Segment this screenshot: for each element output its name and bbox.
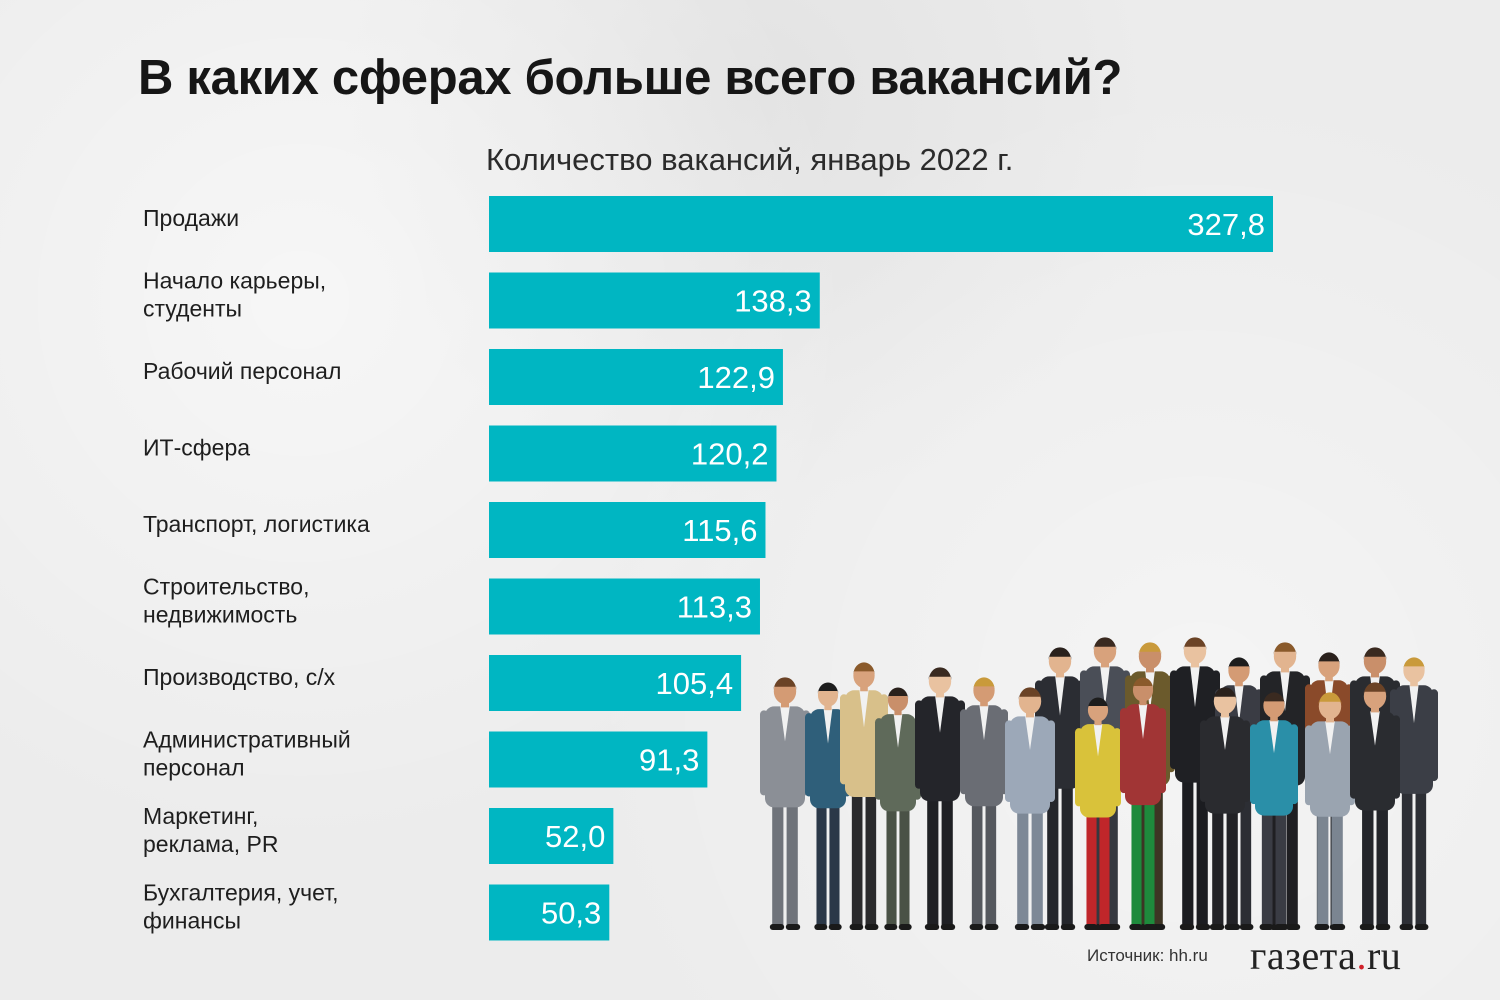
person-figure: [1120, 677, 1166, 930]
bar: [489, 655, 742, 711]
category-label-line: реклама, PR: [143, 831, 278, 857]
person-figure: [1200, 687, 1250, 930]
category-label: Продажи: [143, 205, 239, 231]
bar-group: 50,3 Бухгалтерия, учет, финансы: [143, 880, 610, 941]
category-label-line: Бухгалтерия, учет,: [143, 880, 339, 906]
category-label: ИТ-сфера: [143, 435, 250, 461]
person-figure: [1350, 682, 1400, 930]
bar-value-label: 52,0: [545, 819, 605, 854]
category-label: Административный персонал: [143, 727, 351, 781]
bar-value-label: 91,3: [639, 743, 699, 778]
bar-group: 91,3 Административный персонал: [143, 727, 708, 788]
category-label-line: ИТ-сфера: [143, 435, 250, 461]
bar: [489, 196, 1273, 252]
category-label-line: Транспорт, логистика: [143, 511, 370, 537]
logo-name: газета: [1250, 933, 1357, 978]
logo-suffix: ru: [1366, 933, 1402, 978]
bar-group: 115,6 Транспорт, логистика: [143, 502, 766, 558]
category-label-line: Продажи: [143, 205, 239, 231]
bar-value-label: 327,8: [1187, 207, 1265, 242]
chart-subtitle: Количество вакансий, январь 2022 г.: [486, 142, 1014, 177]
person-figure: [840, 662, 888, 930]
person-figure: [1250, 692, 1298, 930]
category-label-line: недвижимость: [143, 602, 297, 628]
category-label-line: финансы: [143, 908, 241, 934]
category-label: Транспорт, логистика: [143, 511, 370, 537]
bar-value-label: 138,3: [734, 284, 812, 319]
bar-value-label: 122,9: [697, 360, 775, 395]
person-figure: [915, 667, 965, 930]
category-label: Бухгалтерия, учет, финансы: [143, 880, 339, 934]
bar-group: 105,4 Производство, с/х: [143, 655, 742, 711]
category-label-line: Производство, с/х: [143, 664, 336, 690]
source-note: Источник: hh.ru: [1087, 946, 1208, 965]
bar-value-label: 120,2: [691, 437, 769, 472]
bar: [489, 884, 610, 941]
bar-group: 138,3 Начало карьеры, студенты: [143, 268, 820, 329]
person-figure: [960, 677, 1008, 930]
bar: [489, 808, 614, 864]
bar: [489, 731, 708, 788]
person-figure: [1075, 697, 1121, 930]
bar: [489, 272, 820, 329]
bar-group: 120,2 ИТ-сфера: [143, 425, 777, 482]
person-figure: [1305, 692, 1355, 930]
person-figure: [760, 677, 810, 930]
bar: [489, 425, 777, 482]
category-label: Рабочий персонал: [143, 358, 341, 384]
category-label-line: студенты: [143, 296, 242, 322]
bar-value-label: 50,3: [541, 896, 601, 931]
category-label-line: Рабочий персонал: [143, 358, 341, 384]
category-label: Производство, с/х: [143, 664, 336, 690]
bar-group: 122,9 Рабочий персонал: [143, 349, 783, 405]
bar: [489, 502, 766, 558]
category-label: Начало карьеры, студенты: [143, 268, 326, 322]
bar: [489, 578, 760, 635]
bar-group: 113,3 Строительство, недвижимость: [143, 574, 760, 635]
category-label: Строительство, недвижимость: [143, 574, 309, 628]
bar: [489, 349, 783, 405]
category-label-line: Административный: [143, 727, 351, 753]
bar-group: 327,8 Продажи: [143, 196, 1273, 252]
person-figure: [1005, 687, 1055, 930]
bar-value-label: 113,3: [677, 590, 752, 625]
publisher-logo: газета.ru: [1250, 932, 1401, 979]
bar-value-label: 105,4: [656, 666, 734, 701]
category-label-line: Строительство,: [143, 574, 309, 600]
logo-dot: .: [1356, 933, 1367, 978]
category-label: Маркетинг, реклама, PR: [143, 803, 278, 857]
crowd-illustration: [760, 637, 1438, 930]
bar-group: 52,0 Маркетинг, реклама, PR: [143, 803, 614, 864]
category-label-line: Маркетинг,: [143, 803, 258, 829]
bar-value-label: 115,6: [682, 513, 757, 548]
category-label-line: персонал: [143, 755, 245, 781]
chart-title: В каких сферах больше всего вакансий?: [138, 51, 1123, 105]
category-label-line: Начало карьеры,: [143, 268, 326, 294]
person-figure: [875, 687, 921, 930]
